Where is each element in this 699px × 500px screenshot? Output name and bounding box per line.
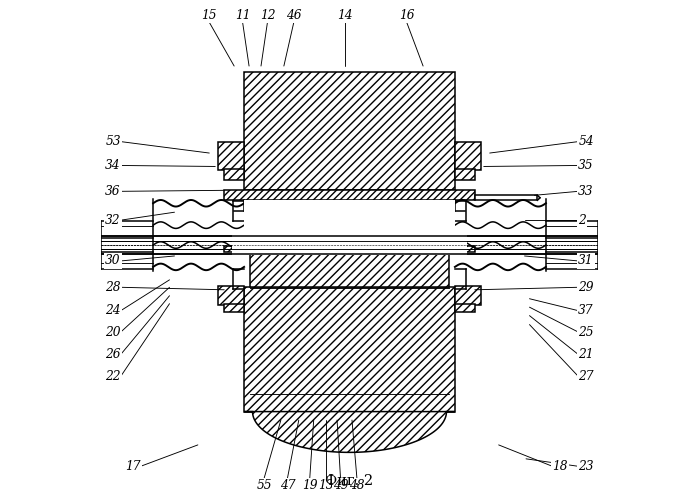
Bar: [224, 246, 475, 252]
Text: 20: 20: [106, 326, 121, 338]
Text: 32: 32: [106, 214, 121, 226]
Text: 19: 19: [302, 478, 317, 492]
Text: 23: 23: [578, 460, 593, 473]
Text: 14: 14: [337, 10, 352, 22]
Text: 25: 25: [578, 326, 593, 338]
Bar: [231, 235, 468, 255]
Bar: [244, 200, 455, 246]
Text: 2: 2: [578, 214, 586, 226]
Text: 17: 17: [125, 460, 140, 473]
Bar: [475, 196, 538, 200]
Text: 13: 13: [318, 478, 333, 492]
Bar: [244, 72, 455, 456]
Text: 11: 11: [235, 10, 250, 22]
Text: 46: 46: [286, 10, 301, 22]
Text: 16: 16: [399, 10, 415, 22]
Text: 53: 53: [106, 135, 121, 148]
Text: 27: 27: [578, 370, 593, 383]
Polygon shape: [244, 412, 455, 453]
Text: 18: 18: [552, 460, 568, 473]
Text: 29: 29: [578, 281, 593, 294]
Text: 34: 34: [106, 159, 121, 172]
Text: 26: 26: [106, 348, 121, 361]
Bar: [455, 286, 482, 304]
Bar: [217, 142, 244, 171]
Text: 24: 24: [106, 304, 121, 317]
Bar: [224, 170, 244, 180]
Text: 55: 55: [257, 478, 272, 492]
Bar: [455, 304, 475, 312]
Text: 15: 15: [201, 10, 217, 22]
Text: 31: 31: [578, 254, 593, 268]
Text: 21: 21: [578, 348, 593, 361]
Text: 48: 48: [350, 478, 365, 492]
Bar: [224, 190, 475, 200]
Text: 22: 22: [106, 370, 121, 383]
Bar: [244, 72, 455, 190]
Text: 47: 47: [280, 478, 295, 492]
Bar: [455, 170, 475, 180]
Text: 49: 49: [333, 478, 348, 492]
Bar: [250, 246, 449, 288]
Text: 30: 30: [106, 254, 121, 268]
Text: 28: 28: [106, 281, 121, 294]
Text: 12: 12: [260, 10, 275, 22]
Text: Фиг. 2: Фиг. 2: [326, 474, 373, 488]
Text: 36: 36: [106, 185, 121, 198]
Text: 35: 35: [578, 159, 593, 172]
Bar: [217, 286, 244, 304]
Text: 37: 37: [578, 304, 593, 317]
Bar: [244, 288, 455, 412]
Bar: [224, 304, 244, 312]
Text: 33: 33: [578, 185, 593, 198]
Bar: [455, 142, 482, 171]
Text: 54: 54: [578, 135, 593, 148]
